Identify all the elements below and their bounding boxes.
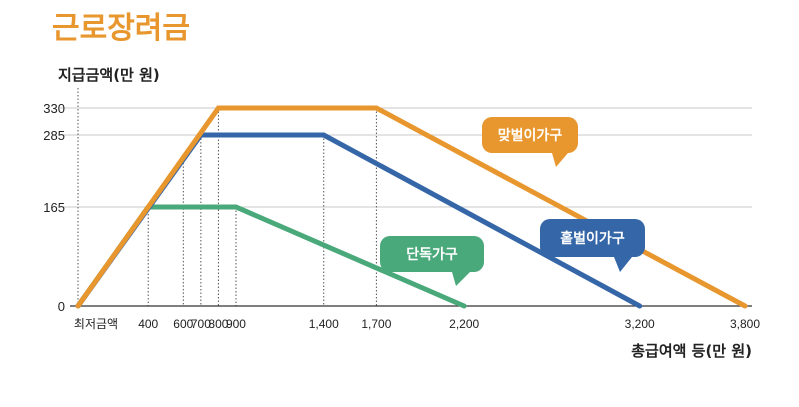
x-tick-label: 최저금액 <box>74 317 118 331</box>
x-tick-label: 2,200 <box>449 317 479 331</box>
x-tick-label: 1,400 <box>309 317 339 331</box>
callout-bubble <box>482 117 578 153</box>
legend-callout-2: 맞벌이가구 <box>482 117 578 167</box>
callout-bubble <box>540 219 645 257</box>
chart-title: 근로장려금 <box>52 12 190 45</box>
y-tick-label: 165 <box>43 200 65 215</box>
legend-label: 홑벌이가구 <box>560 230 625 247</box>
series-line-2 <box>75 105 748 309</box>
x-tick-label: 600 <box>173 317 193 331</box>
callout-bubble <box>380 236 484 272</box>
x-tick-label: 900 <box>226 317 246 331</box>
legend-label: 맞벌이가구 <box>498 127 563 144</box>
legend-callout-0: 단독가구 <box>380 236 484 286</box>
y-axis-label: 지급금액(만 원) <box>58 66 160 84</box>
y-tick-label: 330 <box>43 101 65 116</box>
x-tick-label: 400 <box>138 317 158 331</box>
x-tick-label: 3,200 <box>625 317 655 331</box>
x-tick-label: 3,800 <box>730 317 760 331</box>
x-tick-label: 1,700 <box>361 317 391 331</box>
x-tick-label: 800 <box>208 317 228 331</box>
y-tick-label: 0 <box>58 299 65 314</box>
y-tick-label: 285 <box>43 128 65 143</box>
x-axis-label: 총급여액 등(만 원) <box>631 342 752 360</box>
callout-tail <box>614 257 632 272</box>
x-tick-label: 700 <box>191 317 211 331</box>
callout-tail <box>552 153 568 167</box>
legend-callout-1: 홑벌이가구 <box>540 219 645 272</box>
callout-tail <box>452 272 470 286</box>
legend-label: 단독가구 <box>406 246 458 263</box>
